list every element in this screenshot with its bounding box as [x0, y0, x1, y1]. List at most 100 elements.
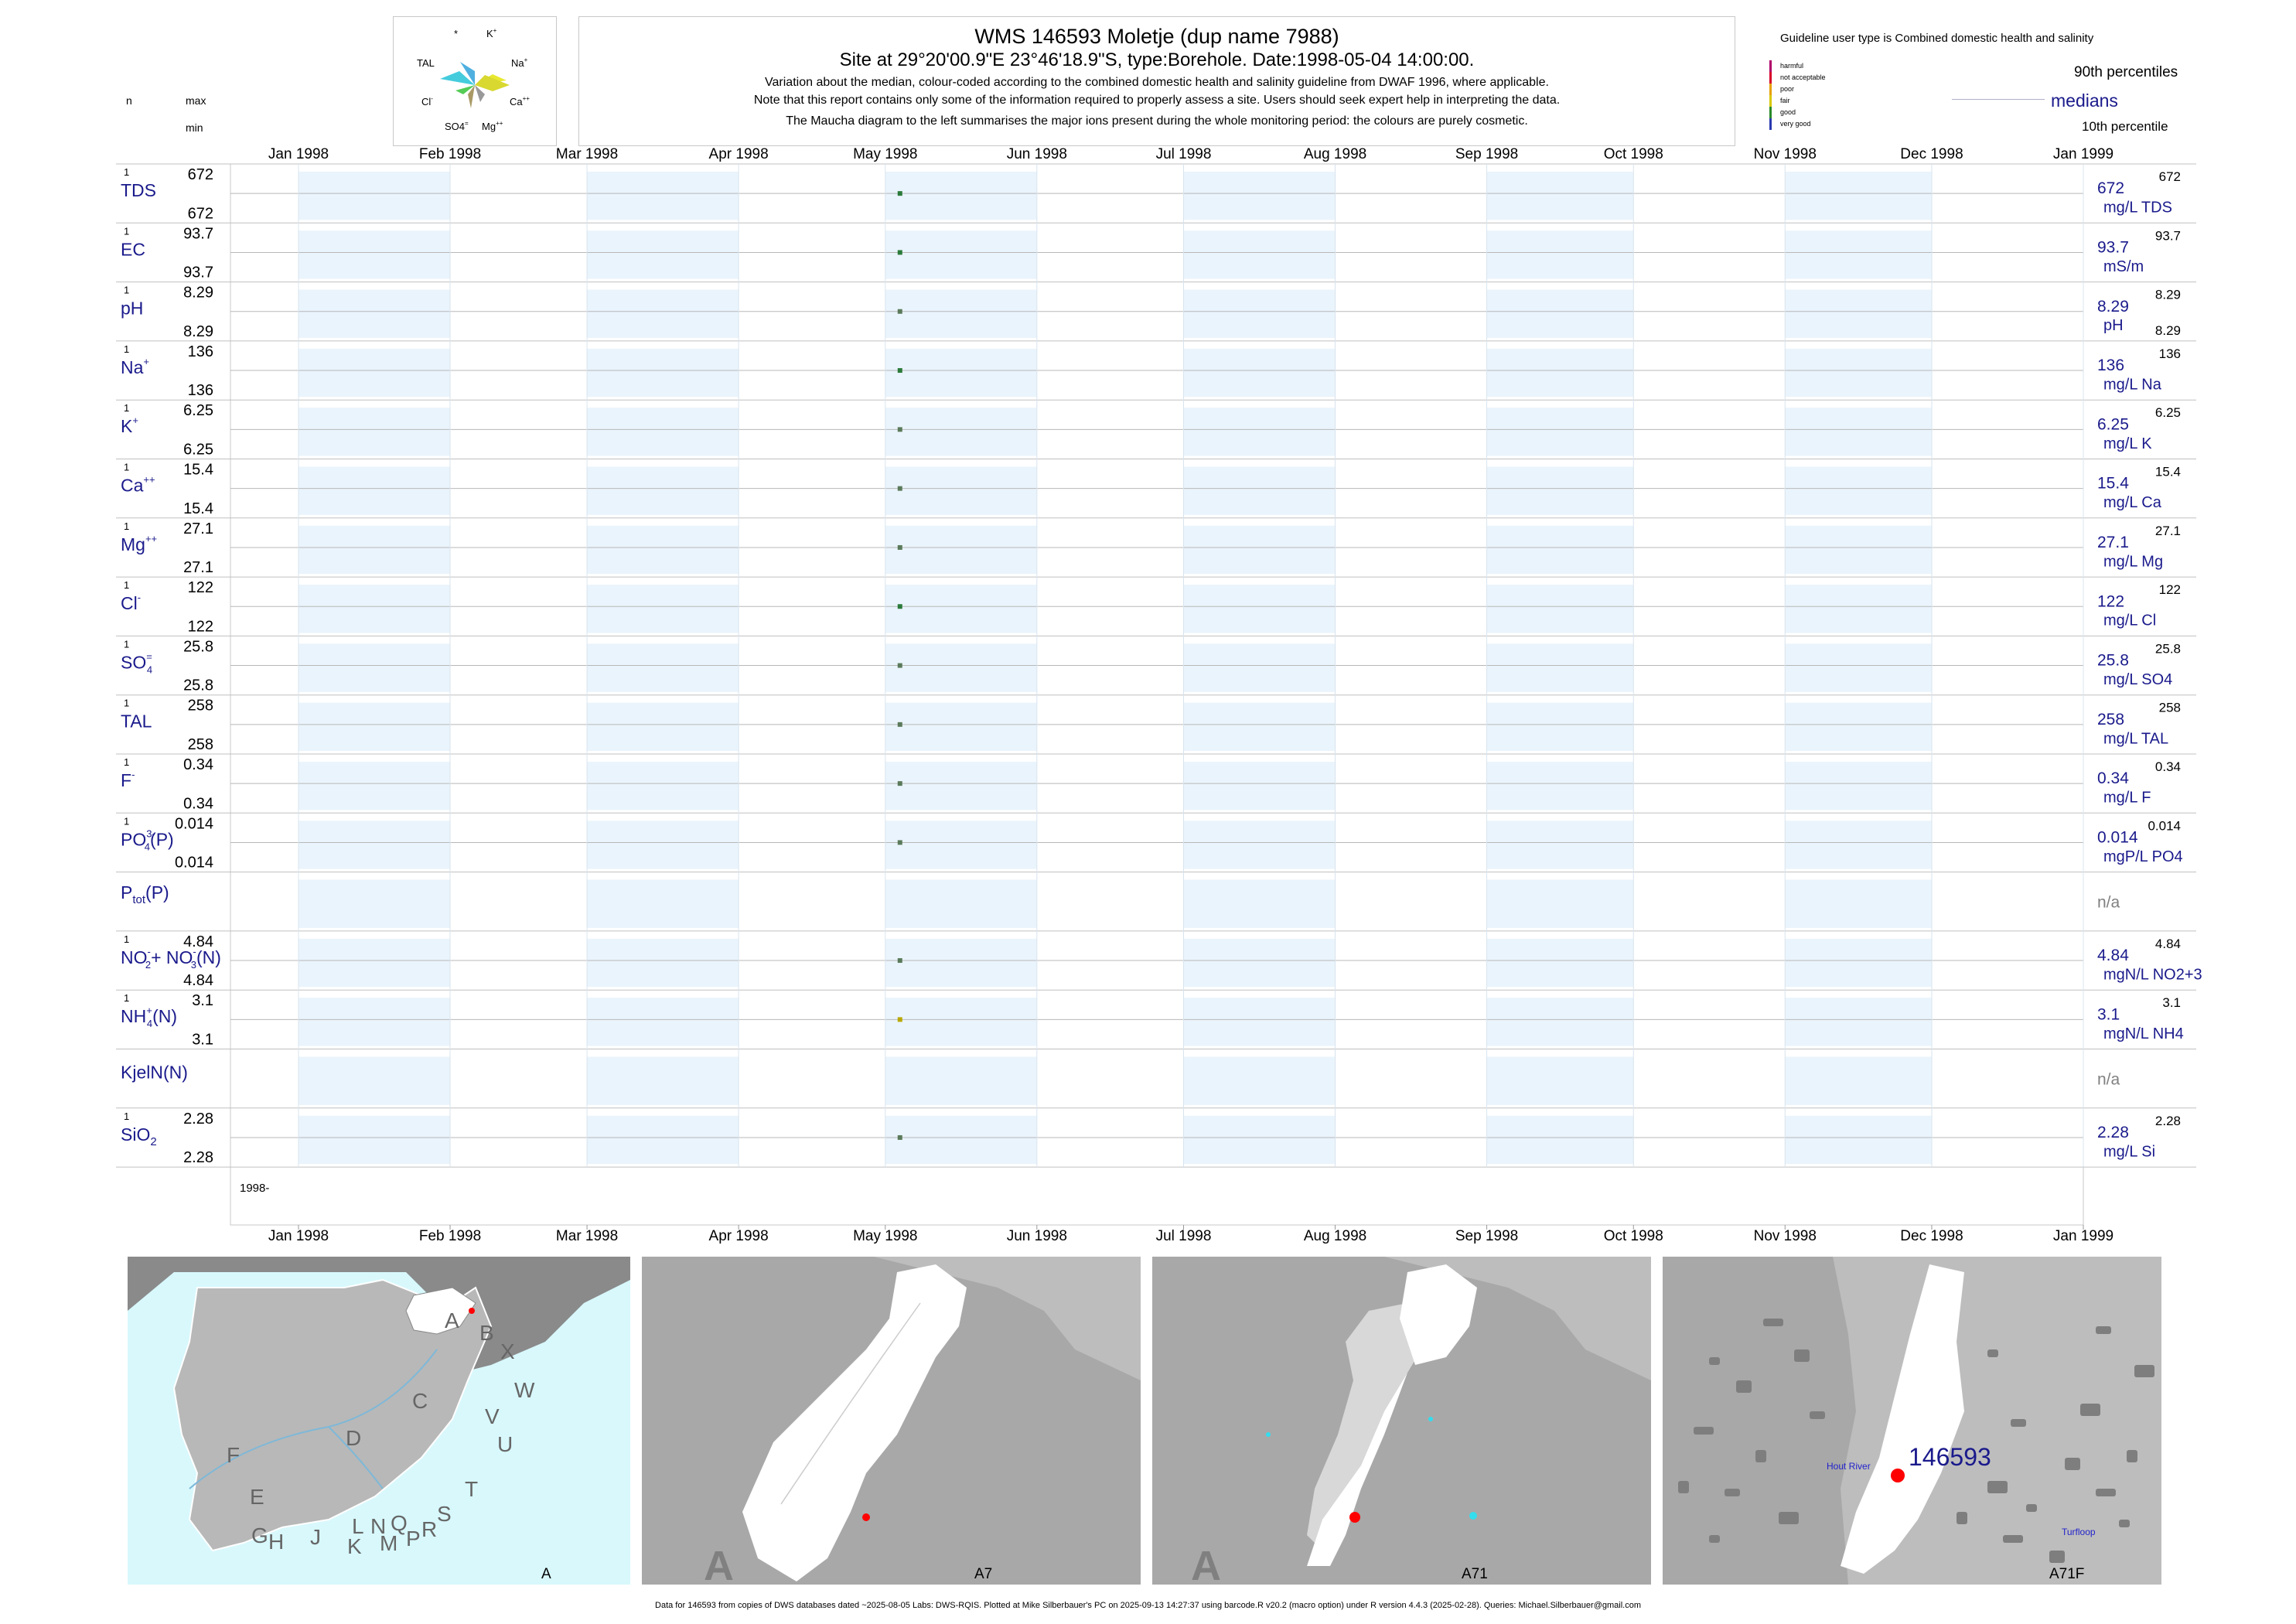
param-min: 122 — [188, 618, 213, 635]
guideline-category-poor: poor — [1769, 84, 1924, 95]
param-label-no2: NO-2​+ NO-3​(N) — [121, 946, 221, 971]
sample-marker-cl — [897, 604, 902, 609]
month-band — [1183, 230, 1336, 279]
param-label-sio2: SiO2​ — [121, 1124, 157, 1148]
max-header: max — [186, 94, 206, 107]
map-caption-a: A — [541, 1566, 551, 1582]
month-band — [1785, 289, 1932, 338]
param-p10: 8.29 — [2155, 323, 2181, 338]
month-band — [885, 998, 1037, 1046]
maucha-label-mg: Mg++ — [482, 120, 503, 132]
map-region-letter-g: G — [251, 1523, 268, 1547]
month-band — [1183, 408, 1336, 456]
param-label-na: Na+​ — [121, 356, 149, 377]
sample-marker-ec — [897, 250, 902, 255]
x-tick-label-top: Nov 1998 — [1754, 146, 1817, 162]
map-a71-dam — [1469, 1512, 1477, 1520]
x-tick-label-bottom: Nov 1998 — [1754, 1228, 1817, 1244]
param-max: 0.014 — [175, 815, 213, 832]
map-region-letter-m: M — [380, 1531, 397, 1555]
param-p90: 27.1 — [2155, 524, 2181, 538]
param-min: 0.014 — [175, 855, 213, 872]
month-band — [1486, 348, 1634, 397]
sample-marker-f — [897, 781, 902, 786]
param-n: 1 — [124, 285, 129, 296]
param-min: 0.34 — [183, 795, 213, 812]
map-caption-a71f: A71F — [2049, 1566, 2084, 1582]
note-line-3: The Maucha diagram to the left summarise… — [786, 114, 1528, 128]
maucha-diagram: * K+ TAL Na+ Cl- Ca++ SO4= Mg++ — [393, 16, 557, 146]
month-band — [1785, 348, 1932, 397]
param-unit: mg/L K — [2103, 435, 2152, 452]
sample-marker-sio2 — [897, 1134, 902, 1140]
settlement — [1779, 1512, 1799, 1524]
page-title: WMS 146593 Moletje (dup name 7988) — [974, 25, 1339, 48]
note-line-2: Note that this report contains only some… — [753, 94, 1561, 107]
settlement — [1810, 1411, 1825, 1419]
param-n: 1 — [124, 933, 129, 945]
month-band — [587, 289, 739, 338]
param-min: 15.4 — [183, 500, 213, 517]
map-region-letter-e: E — [250, 1485, 264, 1509]
month-band — [885, 879, 1037, 928]
param-p90: 3.1 — [2162, 995, 2181, 1010]
guideline-category-label: fair — [1780, 97, 1790, 104]
param-p90: 25.8 — [2155, 641, 2181, 656]
x-tick-label-top: Oct 1998 — [1604, 146, 1663, 162]
param-unit: mg/L TAL — [2103, 730, 2168, 747]
settlement — [2096, 1326, 2111, 1334]
param-median-value: 4.84 — [2097, 947, 2129, 964]
settlement — [1709, 1535, 1720, 1543]
month-band — [1183, 348, 1336, 397]
x-tick-label-bottom: Feb 1998 — [419, 1228, 481, 1244]
param-median-value: 2.28 — [2097, 1124, 2129, 1141]
settlement — [1763, 1319, 1783, 1326]
map-region-letter-v: V — [485, 1404, 500, 1428]
month-band — [587, 466, 739, 515]
param-p90: 15.4 — [2155, 465, 2181, 479]
map-region-letter-s: S — [437, 1502, 452, 1526]
month-band — [1785, 466, 1932, 515]
map-neighbours — [128, 1257, 630, 1373]
map-a71-top — [1400, 1264, 1477, 1365]
sample-marker-ph — [897, 309, 902, 314]
param-unit: mg/L TDS — [2103, 200, 2172, 217]
param-max: 8.29 — [183, 285, 213, 302]
param-label-kjeln-n-: KjelN(N) — [121, 1063, 188, 1083]
param-p90: 122 — [2159, 582, 2181, 597]
settlement — [1694, 1427, 1714, 1435]
settlement — [2096, 1489, 2116, 1496]
month-band — [1785, 1056, 1932, 1105]
month-band — [299, 172, 451, 220]
param-p90: 672 — [2159, 169, 2181, 184]
param-label-ph: pH — [121, 299, 143, 319]
param-max: 2.28 — [183, 1111, 213, 1128]
map-a71f-site-marker — [1891, 1469, 1905, 1482]
month-band — [1785, 821, 1932, 869]
x-tick-label-top: May 1998 — [853, 146, 917, 162]
x-tick-label-top: Feb 1998 — [419, 146, 481, 162]
param-unit: mg/L F — [2103, 790, 2151, 807]
month-band — [1486, 289, 1634, 338]
map-site-marker — [469, 1308, 475, 1314]
maucha-segment-mg — [475, 85, 485, 102]
month-band — [587, 643, 739, 692]
x-tick-label-bottom: Sep 1998 — [1455, 1228, 1518, 1244]
settlement — [2011, 1419, 2026, 1427]
param-median-value: n/a — [2097, 1070, 2120, 1088]
param-p90: 6.25 — [2155, 405, 2181, 420]
map-region-a — [405, 1287, 476, 1335]
map-a71f-place-hout-river: Hout River — [1827, 1461, 1871, 1472]
map-region-letter-a: A — [445, 1308, 459, 1332]
maucha-label-ca: Ca++ — [510, 95, 530, 107]
x-tick-label-top: Dec 1998 — [1900, 146, 1963, 162]
param-n: 1 — [124, 815, 129, 827]
param-label-tal: TAL — [121, 711, 152, 732]
settlement — [2119, 1520, 2130, 1527]
x-tick-label-top: Jan 1999 — [2053, 146, 2113, 162]
month-band — [587, 1115, 739, 1165]
month-band — [1486, 821, 1634, 869]
month-band — [299, 466, 451, 515]
maucha-segment-tal — [440, 71, 475, 85]
x-tick-label-bottom: Jul 1998 — [1156, 1228, 1212, 1244]
